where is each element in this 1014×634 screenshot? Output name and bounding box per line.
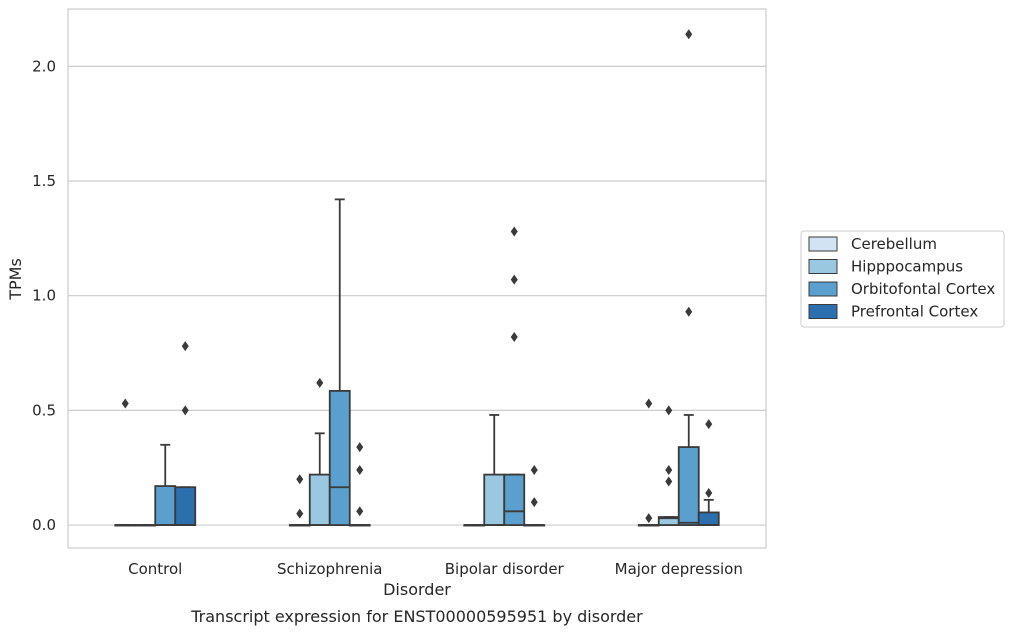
box-group [657, 405, 680, 526]
outlier-marker [296, 474, 304, 485]
outlier-marker [121, 398, 129, 409]
chart-caption: Transcript expression for ENST0000059595… [190, 607, 643, 626]
outlier-marker [530, 465, 538, 476]
outlier-marker [665, 465, 673, 476]
box [328, 389, 351, 526]
box [483, 473, 506, 526]
outlier-marker [296, 508, 304, 519]
x-tick-label: Bipolar disorder [445, 560, 565, 578]
box-group [308, 377, 331, 526]
box-group [328, 198, 351, 526]
outlier-marker [510, 331, 518, 342]
outlier-marker [665, 476, 673, 487]
outlier-marker [510, 274, 518, 285]
outlier-marker [510, 226, 518, 237]
x-tick-labels: Control Schizophrenia Bipolar disorder Majo… [128, 560, 743, 578]
box-group [523, 465, 546, 527]
legend-swatch [808, 304, 838, 319]
box [677, 446, 700, 526]
box [697, 511, 720, 526]
box-marks [114, 29, 720, 527]
y-axis-label: TPMs [6, 258, 25, 301]
outlier-marker [181, 341, 189, 352]
x-axis-label: Disorder [383, 580, 451, 599]
box-group [348, 442, 371, 527]
box-group [174, 341, 197, 526]
outlier-marker [356, 506, 364, 517]
outlier-marker [705, 487, 713, 498]
box-group [288, 474, 311, 527]
y-tick-label: 0.0 [32, 516, 56, 534]
box-group [134, 524, 157, 527]
legend-swatch [808, 259, 838, 274]
outlier-marker [685, 29, 693, 40]
box [503, 473, 526, 526]
legend-label: Prefrontal Cortex [851, 303, 978, 321]
y-tick-label: 0.5 [32, 401, 56, 419]
y-tick-label: 1.0 [32, 287, 56, 305]
grid-lines [68, 65, 766, 526]
legend-frame [800, 230, 1005, 328]
outlier-marker [645, 513, 653, 524]
box-group [154, 443, 177, 526]
outlier-marker [316, 377, 324, 388]
y-tick-label: 1.5 [32, 172, 56, 190]
x-tick-label: Schizophrenia [277, 560, 382, 578]
legend-label: Orbitofontal Cortex [851, 280, 995, 298]
box-group [637, 398, 660, 527]
legend-label: Hipppocampus [851, 258, 963, 276]
box-group [483, 414, 506, 526]
plot-frame [67, 8, 767, 549]
outlier-marker [356, 442, 364, 453]
legend-label: Cerebellum [851, 235, 937, 253]
box-group [697, 419, 720, 526]
box-group [677, 29, 700, 526]
box-group [503, 226, 526, 526]
box [154, 485, 177, 526]
box [308, 473, 331, 526]
x-tick-label: Major depression [615, 560, 743, 578]
outlier-marker [705, 419, 713, 430]
legend-swatch [808, 281, 838, 297]
outlier-marker [356, 465, 364, 476]
y-tick-labels: 0.0 0.5 1.0 1.5 2.0 [32, 57, 56, 534]
legend-swatch [808, 236, 838, 252]
outlier-marker [685, 306, 693, 317]
outlier-marker [181, 405, 189, 416]
outlier-marker [645, 398, 653, 409]
outlier-marker [530, 497, 538, 508]
x-tick-label: Control [128, 560, 182, 578]
box-group [114, 398, 137, 527]
legend: Cerebellum Hipppocampus Orbitofontal Corte… [800, 230, 1005, 328]
outlier-marker [665, 405, 673, 416]
box-group [463, 524, 486, 527]
y-tick-label: 2.0 [32, 57, 56, 75]
box [174, 486, 197, 526]
